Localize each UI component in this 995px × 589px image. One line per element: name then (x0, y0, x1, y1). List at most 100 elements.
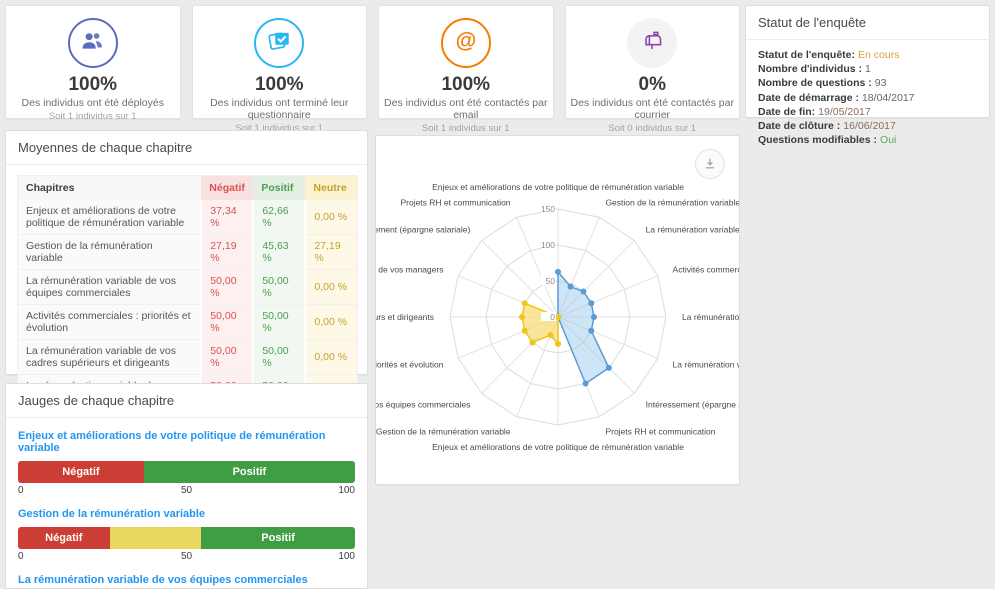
scale-0: 0 (18, 551, 24, 562)
table-row: La rémunération variable de vos équipes … (17, 269, 358, 305)
tick-bg (541, 204, 556, 213)
radar-axis-label: Enjeux et améliorations de votre politiq… (432, 182, 684, 192)
radar-axis-label: La rémunération variable de vos cadres s… (376, 312, 434, 322)
averages-panel: Moyennes de chaque chapitre Chapitres Nég… (5, 130, 368, 515)
neutre-cell: 0,00 % (304, 269, 358, 305)
scale-50: 50 (180, 485, 193, 496)
download-icon (705, 158, 715, 169)
radar-tick-label: 50 (546, 276, 556, 286)
kpi-label: Des individus ont été déployés (21, 97, 164, 109)
gauges-list: Enjeux et améliorations de votre politiq… (6, 418, 367, 588)
chart-download-button[interactable] (695, 149, 725, 179)
radar-spoke (557, 275, 658, 318)
gauge-chapter-link[interactable]: Gestion de la rémunération variable (18, 508, 206, 520)
radar-point (547, 332, 554, 339)
status-row: Date de clôture :16/06/2017 (758, 119, 977, 133)
table-row: La rémunération variable de vos cadres s… (17, 339, 358, 375)
gauge-item: Gestion de la rémunération variable Négat… (18, 508, 355, 564)
gauge-scale: 0 50 100 (18, 551, 355, 564)
kpi-label: Des individus ont été contactés par cour… (570, 97, 734, 121)
status-value: 93 (874, 77, 887, 90)
radar-axis-label: Gestion de la rémunération variable (605, 197, 739, 207)
radar-tick-label: 150 (541, 204, 555, 214)
gauge-segment-label: Négatif (62, 466, 100, 478)
radar-series-positif (557, 271, 610, 385)
radar-point (529, 339, 536, 346)
survey-status-panel: Statut de l'enquête Statut de l'enquête:… (745, 5, 990, 146)
kpi-percent: 100% (441, 74, 491, 95)
tick-bg (541, 312, 556, 321)
kpi-cards-row: 100% Des individus ont été déployés Soit 1… (5, 5, 740, 134)
positif-cell: 45,63 % (252, 234, 306, 270)
chapter-cell: Activités commerciales : priorités et év… (17, 304, 202, 340)
users-icon (79, 27, 106, 59)
radar-axis-label: La rémunération variable de vos managers (376, 265, 443, 275)
kpi-label: Des individus ont terminé leur questionn… (210, 97, 349, 121)
kpi-card-completed: 100% Des individus ont terminé leur quest… (191, 5, 367, 134)
tick-bg (541, 276, 556, 285)
radar-point (588, 327, 595, 334)
chapter-cell: La rémunération variable de vos équipes … (17, 269, 202, 305)
status-row: Date de fin: 19/05/2017 (758, 105, 977, 119)
radar-axis-label: Projets RH et communication (400, 197, 510, 207)
neutre-cell: 0,00 % (304, 200, 358, 235)
averages-panel-title: Moyennes de chaque chapitre (6, 131, 367, 165)
kpi-card-deployed: 100% Des individus ont été déployés Soit 1… (5, 5, 181, 122)
users-icon-circle (67, 18, 118, 68)
kpi-card-courrier: 0% Des individus ont été contactés par co… (564, 5, 740, 134)
radar-chart-panel: 0 50 100 150 Enjeux et améliorations de votr… (375, 135, 740, 485)
radar-spoke (481, 240, 559, 318)
radar-axis-label: Intéressement (épargne salariale) (646, 400, 739, 410)
gauge-segment-negatif: Négatif (18, 527, 110, 549)
radar-axis-label: Enjeux et améliorations de votre politiq… (432, 442, 684, 452)
mailbox-icon-circle (627, 18, 678, 68)
status-label: Nombre de questions : (758, 77, 872, 90)
gauges-panel-title: Jauges de chaque chapitre (6, 384, 367, 418)
radar-axis-label: Intéressement (épargne salariale) (376, 224, 470, 234)
gauge-item: La rémunération variable de vos équipes … (18, 574, 355, 588)
radar-point (555, 340, 561, 347)
radar-point (605, 364, 612, 371)
radar-axis-label: La rémunération variable de vos équipes … (646, 224, 739, 234)
status-value: 19/05/2017 (818, 105, 871, 118)
scale-50: 50 (180, 551, 193, 562)
radar-spoke (557, 240, 635, 318)
status-value: 16/06/2017 (843, 120, 896, 133)
gauge-item: Enjeux et améliorations de votre politiq… (18, 430, 355, 498)
status-panel-title: Statut de l'enquête (746, 6, 989, 40)
mailbox-icon (640, 28, 665, 58)
kpi-sublabel: Soit 1 individus sur 1 (48, 111, 137, 122)
radar-point (580, 288, 587, 295)
status-label: Nombre d'individus : (758, 63, 863, 76)
questionnaire-icon (266, 27, 293, 59)
radar-spoke (557, 316, 635, 394)
radar-grid-ring (485, 244, 631, 390)
status-value: En cours (858, 49, 900, 61)
radar-tick-label: 0 (550, 312, 555, 322)
status-rows: Statut de l'enquête: En cours Nombre d'ind… (746, 40, 989, 155)
kpi-label: Des individus ont été contactés par emai… (384, 97, 548, 121)
radar-point (555, 314, 561, 320)
status-value: 18/04/2017 (861, 91, 915, 104)
radar-axis-label: Projets RH et communication (605, 427, 715, 437)
gauge-segment-negatif: Négatif (18, 461, 144, 483)
svg-text:@: @ (455, 28, 476, 52)
gauge-segment-label: Positif (261, 532, 295, 544)
gauge-chapter-link[interactable]: Enjeux et améliorations de votre politiq… (18, 430, 326, 454)
radar-axis-label: La rémunération variable de vos managers (673, 359, 739, 369)
status-label: Date de clôture : (758, 120, 841, 133)
negatif-cell: 50,00 % (200, 304, 254, 340)
gauge-chapter-link[interactable]: La rémunération variable de vos équipes … (18, 574, 308, 586)
column-header: Positif (253, 175, 306, 200)
radar-point (521, 327, 528, 334)
positif-cell: 50,00 % (252, 339, 306, 375)
table-row: Activités commerciales : priorités et év… (17, 304, 358, 340)
positif-cell: 50,00 % (252, 304, 306, 340)
scale-0: 0 (18, 485, 24, 496)
gauge-bar: Négatif Positif (18, 461, 355, 483)
neutre-cell: 0,00 % (304, 339, 358, 375)
status-label: Questions modifiables : (758, 134, 878, 147)
averages-table-header: Chapitres Négatif Positif Neutre (17, 175, 358, 200)
gauge-scale: 0 50 100 (18, 485, 355, 498)
status-row: Date de démarrage :18/04/2017 (758, 91, 977, 105)
